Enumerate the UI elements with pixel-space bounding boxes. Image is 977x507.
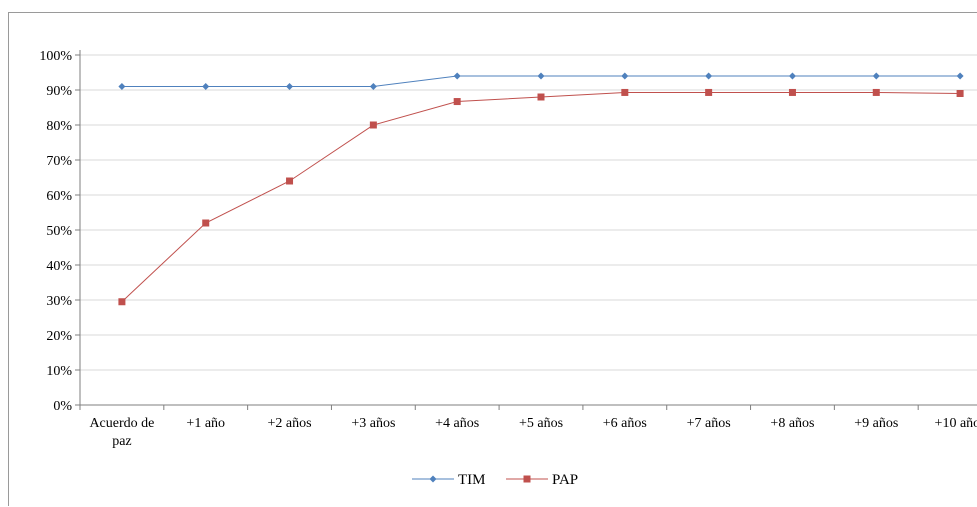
y-tick-label: 30% [46, 294, 72, 309]
y-tick-label: 70% [46, 154, 72, 169]
x-tick-label: +6 años [603, 416, 647, 431]
x-tick-label: +2 años [268, 416, 312, 431]
y-tick-label: 20% [46, 329, 72, 344]
x-tick-label: +4 años [435, 416, 479, 431]
series-pap [118, 88, 964, 306]
x-tick-label: +7 años [687, 416, 731, 431]
data-point-pap [788, 88, 796, 96]
data-point-tim [872, 72, 880, 80]
data-point-pap [621, 88, 629, 96]
data-point-pap [453, 98, 461, 106]
x-axis-tick-labels: Acuerdo de paz +1 año +2 años +3 años +4 años… [89, 416, 977, 449]
data-point-tim [286, 83, 294, 90]
series-tim [118, 72, 964, 90]
legend-label: PAP [552, 472, 578, 488]
data-point-tim [202, 83, 210, 90]
data-point-tim [369, 83, 377, 90]
x-tick-label: Acuerdo de paz [89, 416, 154, 449]
y-tick-label: 80% [46, 119, 72, 134]
x-tick-label: +3 años [351, 416, 395, 431]
axes [75, 50, 977, 410]
legend-entry-tim: TIM [412, 472, 486, 488]
data-point-tim [118, 83, 126, 90]
x-tick-label: +9 años [854, 416, 898, 431]
data-point-pap [286, 177, 294, 185]
y-tick-label: 90% [46, 84, 72, 99]
data-point-pap [537, 93, 545, 101]
y-tick-label: 50% [46, 224, 72, 239]
data-point-tim [621, 72, 629, 80]
legend-entry-pap: PAP [506, 472, 578, 488]
data-point-tim [956, 72, 964, 80]
data-point-pap [872, 88, 880, 96]
legend: TIM PAP [412, 472, 578, 488]
x-tick-label: +1 año [186, 416, 225, 431]
y-tick-label: 10% [46, 364, 72, 379]
data-point-tim [537, 72, 545, 80]
series-line-pap [121, 91, 961, 303]
data-point-tim [788, 72, 796, 80]
data-point-pap [705, 88, 713, 96]
series-layer [118, 72, 964, 306]
data-point-pap [118, 298, 126, 306]
chart-frame [8, 12, 977, 506]
data-point-pap [369, 121, 377, 129]
data-point-pap [956, 90, 964, 97]
x-tick-label: +5 años [519, 416, 563, 431]
data-point-tim [453, 72, 461, 80]
y-tick-label: 100% [39, 49, 72, 64]
x-tick-label: +10 años [935, 416, 977, 431]
y-tick-label: 60% [46, 189, 72, 204]
legend-marker [429, 475, 437, 483]
y-tick-label: 0% [53, 399, 72, 414]
y-tick-label: 40% [46, 259, 72, 274]
data-point-pap [202, 219, 210, 227]
legend-label: TIM [458, 472, 486, 488]
data-point-tim [705, 72, 713, 80]
y-axis-tick-labels: 0% 10% 20% 30% 40% 50% 60% 70% 80% 90% 100% [39, 49, 72, 414]
gridlines [80, 54, 977, 371]
legend-marker [523, 475, 531, 483]
x-tick-label: +8 años [770, 416, 814, 431]
